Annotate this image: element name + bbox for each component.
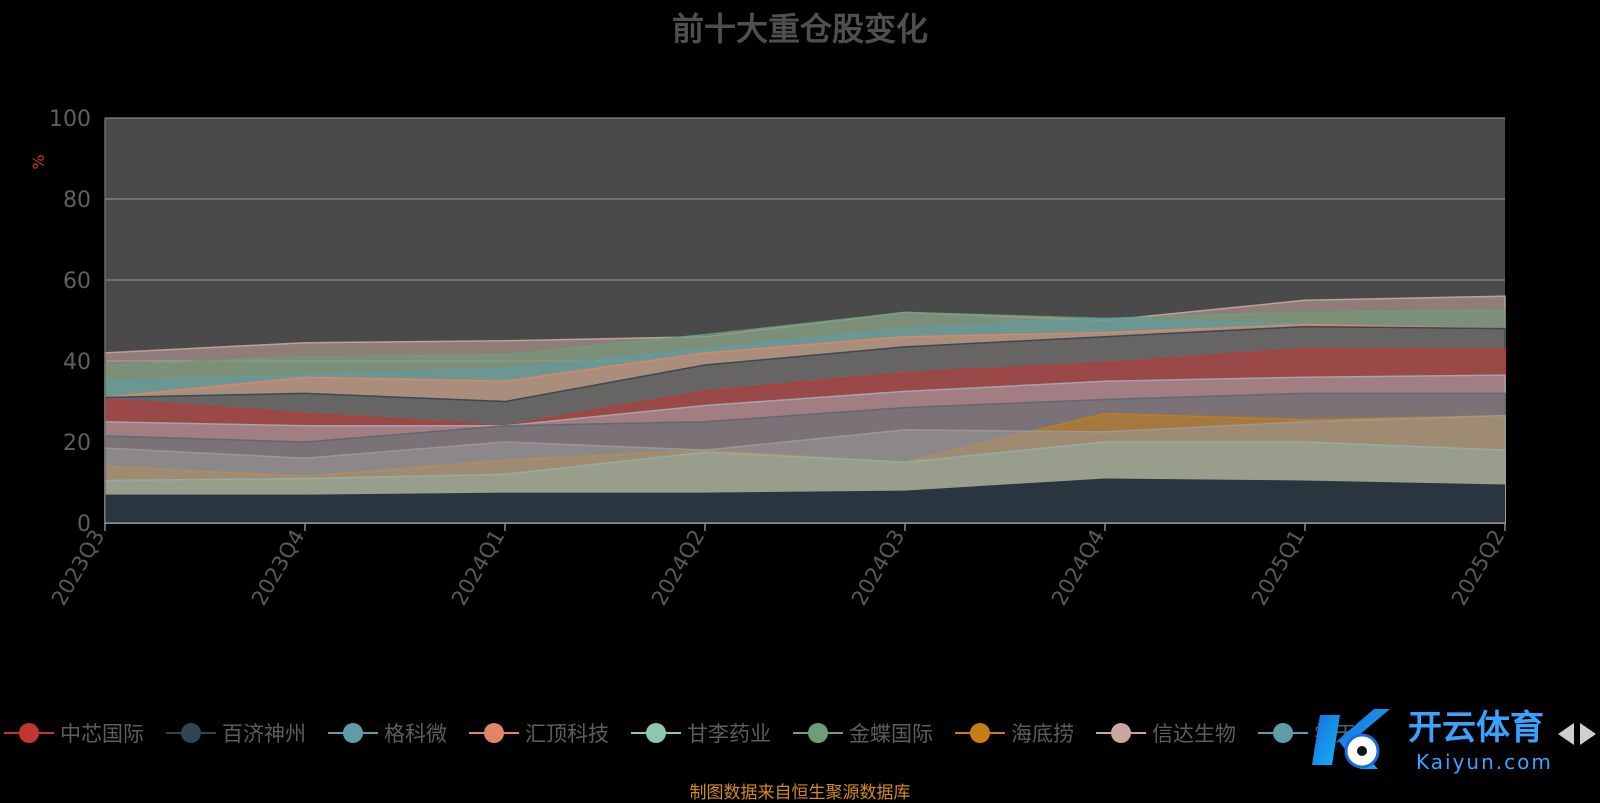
source-note: 制图数据来自恒生聚源数据库 [689,783,911,803]
legend-label: 金蝶国际 [849,722,933,746]
legend-label: 百济神州 [222,722,306,746]
legend-item[interactable]: 汇顶科技 [469,718,609,748]
legend-item[interactable]: 金蝶国际 [793,718,933,748]
x-tick-label: 2025Q2 [1447,526,1509,610]
y-tick-label: 80 [63,188,91,213]
legend-item[interactable]: 信达生物 [1096,718,1236,748]
legend-label: 中芯国际 [60,722,144,746]
y-tick-label: 40 [63,350,91,375]
legend-item[interactable]: 海底捞 [955,718,1074,748]
legend-marker-icon [469,723,519,743]
y-tick-label: 60 [63,269,91,294]
x-tick-label: 2024Q2 [647,526,709,610]
legend-marker-icon [166,723,216,743]
y-tick-label: 20 [63,431,91,456]
legend: 中芯国际 百济神州 格科微 汇顶科技 甘李药业 金蝶国际 海底捞 [0,716,1600,750]
x-tick-label: 2025Q1 [1247,526,1309,610]
x-tick-label: 2024Q3 [847,526,909,610]
legend-label: 信达生物 [1152,722,1236,746]
x-tick-label: 2023Q3 [47,526,109,610]
svg-text:Kaiyun.com: Kaiyun.com [1416,750,1553,774]
y-tick-label: 0 [77,512,91,537]
chart-title: 前十大重仓股变化 [671,10,928,48]
legend-item[interactable]: 百济神州 [166,718,306,748]
legend-label: 汇顶科技 [525,722,609,746]
legend-marker-icon [955,723,1005,743]
watermark-logo: 开云体育 Kaiyun.com [1312,695,1582,785]
legend-label: 格科微 [384,722,447,746]
legend-pager [1510,714,1600,754]
legend-marker-icon [1258,723,1308,743]
legend-label: 海底捞 [1011,722,1074,746]
legend-label: 甘李药业 [687,722,771,746]
legend-marker-icon [328,723,378,743]
y-tick-label: 100 [49,107,91,132]
x-tick-label: 2024Q4 [1047,526,1109,610]
legend-marker-icon [631,723,681,743]
legend-next-icon[interactable] [1580,723,1596,745]
y-axis-label: % [29,154,48,169]
legend-item[interactable]: 中芯国际 [4,718,144,748]
legend-marker-icon [4,723,54,743]
x-tick-label: 2023Q4 [247,526,309,610]
base-area [105,478,1505,523]
legend-marker-icon [1096,723,1146,743]
svg-text:开云体育: 开云体育 [1408,708,1544,748]
legend-item[interactable]: 格科微 [328,718,447,748]
legend-prev-icon[interactable] [1558,723,1574,745]
legend-item[interactable]: 甘李药业 [631,718,771,748]
legend-marker-icon [793,723,843,743]
x-tick-label: 2024Q1 [447,526,509,610]
